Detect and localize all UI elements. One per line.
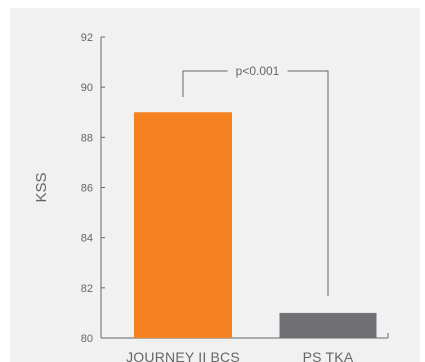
y-axis-label: KSS — [33, 172, 50, 202]
x-tick-label: JOURNEY II BCS — [126, 349, 240, 362]
chart-labels: JOURNEY II BCS PS TKA — [126, 349, 354, 362]
y-tick-label: 82 — [81, 283, 93, 295]
y-tick-label: 84 — [81, 233, 93, 245]
y-tick-label: 90 — [81, 82, 93, 94]
chart-bars — [134, 112, 377, 338]
bar-journey-ii-bcs — [134, 112, 232, 338]
bar-ps-tka — [279, 312, 377, 338]
bracket-left — [182, 70, 228, 97]
y-tick-label: 86 — [81, 183, 93, 195]
y-tick-label: 92 — [81, 32, 93, 44]
p-value-label: p<0.001 — [236, 64, 280, 78]
y-tick-label: 88 — [81, 132, 93, 144]
x-tick-label: PS TKA — [303, 349, 354, 362]
significance-annotation: p<0.001 — [182, 64, 329, 296]
y-tick-label: 80 — [81, 333, 93, 345]
chart-axes: 80 82 84 86 88 90 92 — [81, 32, 389, 345]
bracket-right — [287, 70, 329, 296]
